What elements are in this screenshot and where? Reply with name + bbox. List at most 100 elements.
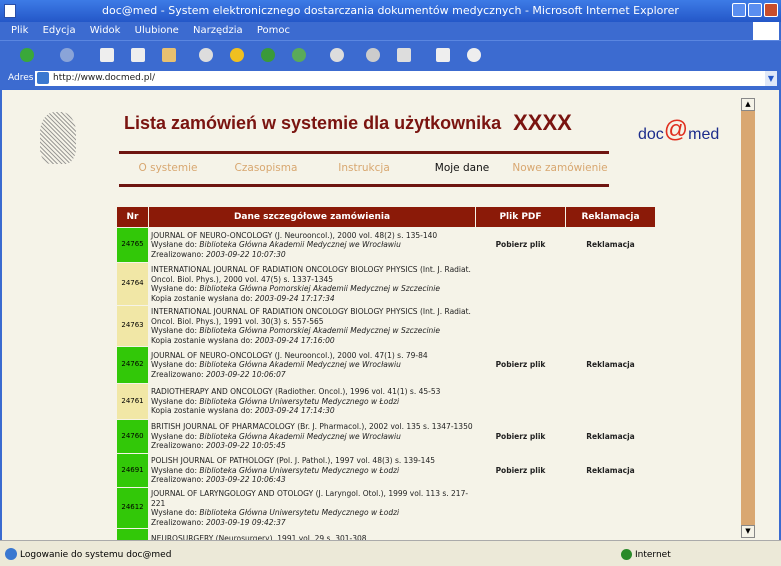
emblem-eagle-icon [40, 112, 76, 164]
print-icon[interactable] [366, 48, 380, 62]
complaint-link[interactable]: Reklamacja [586, 360, 635, 370]
header-pdf: Plik PDF [476, 207, 565, 227]
header-nr: Nr [117, 207, 148, 227]
sent-to: Biblioteka Główna Akademii Medycznej we … [199, 360, 401, 370]
download-pdf-link [476, 488, 565, 528]
order-number: 24612 [117, 488, 148, 528]
close-button[interactable] [764, 3, 778, 17]
orders-table: Nr Dane szczegółowe zamówienia Plik PDF … [116, 206, 656, 540]
menu-plik[interactable]: Plik [11, 25, 29, 36]
scroll-down-button[interactable]: ▼ [741, 525, 755, 538]
download-pdf-link [476, 263, 565, 305]
sent-to: Biblioteka Główna Uniwersytetu Medyczneg… [199, 508, 400, 517]
order-number [117, 529, 148, 540]
table-row: 24760 BRITISH JOURNAL OF PHARMACOLOGY (B… [117, 420, 655, 453]
sent-to: Biblioteka Główna Pomorskiej Akademii Me… [199, 284, 440, 293]
address-input[interactable]: http://www.docmed.pl/ [35, 71, 765, 86]
complaint-link [566, 384, 655, 419]
ie-page-icon [4, 4, 16, 18]
journal-citation: JOURNAL OF NEURO-ONCOLOGY (J. Neurooncol… [151, 230, 438, 240]
media-icon[interactable] [261, 48, 275, 62]
download-pdf-link[interactable]: Pobierz plik [495, 431, 546, 441]
journal-citation: INTERNATIONAL JOURNAL OF RADIATION ONCOL… [151, 265, 471, 284]
date: 2003-09-24 17:16:00 [254, 335, 335, 345]
order-details: RADIOTHERAPY AND ONCOLOGY (Radiother. On… [149, 384, 475, 419]
title-bar: doc@med - System elektronicznego dostarc… [0, 0, 781, 22]
download-pdf-link [476, 384, 565, 419]
back-icon[interactable] [20, 48, 34, 62]
table-row: 24764 INTERNATIONAL JOURNAL OF RADIATION… [117, 263, 655, 305]
complaint-link[interactable]: Reklamacja [586, 465, 635, 475]
page-icon [37, 72, 49, 84]
sent-to: Biblioteka Główna Akademii Medycznej we … [199, 431, 401, 441]
menu-widok[interactable]: Widok [89, 25, 121, 36]
mail-icon[interactable] [330, 48, 344, 62]
download-pdf-link[interactable]: Pobierz plik [495, 465, 546, 475]
sent-label: Wysłane do: [151, 360, 197, 370]
download-pdf-link [476, 529, 565, 540]
order-details: BRITISH JOURNAL OF PHARMACOLOGY (Br. J. … [149, 420, 475, 453]
download-pdf-link[interactable]: Pobierz plik [495, 240, 546, 250]
history-icon[interactable] [292, 48, 306, 62]
order-details: JOURNAL OF NEURO-ONCOLOGY (J. Neurooncol… [149, 228, 475, 262]
refresh-icon[interactable] [131, 48, 145, 62]
complaint-link [566, 306, 655, 346]
vertical-scrollbar[interactable]: ▲ ▼ [741, 98, 755, 538]
date-label: Zrealizowano: [151, 249, 204, 259]
nav-czasopisma[interactable]: Czasopisma [234, 162, 298, 174]
stop-icon[interactable] [100, 48, 114, 62]
edit-icon[interactable] [397, 48, 411, 62]
windows-logo-icon [753, 22, 779, 40]
scroll-up-button[interactable]: ▲ [741, 98, 755, 111]
discuss-icon[interactable] [436, 48, 450, 62]
complaint-link[interactable]: Reklamacja [586, 240, 635, 250]
menu-narzedzia[interactable]: Narzędzia [193, 25, 243, 36]
sent-to: Biblioteka Główna Uniwersytetu Medyczneg… [199, 465, 400, 475]
journal-citation: NEUROSURGERY (Neurosurgery), 1991 vol. 2… [151, 534, 367, 540]
forward-icon[interactable] [60, 48, 74, 62]
messenger-icon[interactable] [467, 48, 481, 62]
sent-to: Biblioteka Główna Uniwersytetu Medyczneg… [199, 396, 400, 406]
order-number: 24764 [117, 263, 148, 305]
date-label: Zrealizowano: [151, 369, 204, 379]
page-header: Lista zamówień w systemie dla użytkownik… [124, 110, 572, 136]
menu-bar: Plik Edycja Widok Ulubione Narzędzia Pom… [0, 22, 781, 40]
internet-zone-icon [621, 549, 632, 560]
date-label: Zrealizowano: [151, 441, 204, 451]
minimize-button[interactable] [732, 3, 746, 17]
order-number: 24765 [117, 228, 148, 262]
home-icon[interactable] [162, 48, 176, 62]
journal-citation: RADIOTHERAPY AND ONCOLOGY (Radiother. On… [151, 387, 441, 397]
date: 2003-09-22 10:06:43 [205, 475, 286, 485]
main-nav: O systemie Czasopisma Instrukcja Moje da… [119, 162, 609, 174]
complaint-link[interactable]: Reklamacja [586, 431, 635, 441]
favorites-icon[interactable] [230, 48, 244, 62]
menu-pomoc[interactable]: Pomoc [256, 25, 290, 36]
nav-o-systemie[interactable]: O systemie [138, 162, 198, 174]
download-pdf-link[interactable]: Pobierz plik [495, 360, 546, 370]
nav-moje-dane[interactable]: Moje dane [434, 162, 490, 174]
address-label: Adres [8, 73, 34, 83]
maximize-button[interactable] [748, 3, 762, 17]
date: 2003-09-22 10:06:07 [205, 369, 286, 379]
nav-nowe-zamowienie[interactable]: Nowe zamówienie [512, 162, 608, 174]
menu-ulubione[interactable]: Ulubione [134, 25, 179, 36]
sent-label: Wysłane do: [151, 465, 197, 475]
sent-label: Wysłane do: [151, 240, 197, 250]
date-label: Kopia zostanie wysłana do: [151, 335, 253, 345]
nav-divider-top [119, 151, 609, 154]
menu-edycja[interactable]: Edycja [42, 25, 76, 36]
complaint-link [566, 529, 655, 540]
search-icon[interactable] [199, 48, 213, 62]
address-dropdown-button[interactable]: ▼ [765, 71, 777, 86]
date-label: Zrealizowano: [151, 475, 204, 485]
journal-citation: JOURNAL OF LARYNGOLOGY AND OTOLOGY (J. L… [151, 489, 469, 508]
date: 2003-09-22 10:07:30 [205, 249, 286, 259]
nav-instrukcja[interactable]: Instrukcja [338, 162, 390, 174]
logo-at: @ [663, 116, 689, 143]
date-label: Zrealizowano: [151, 517, 204, 527]
sent-label: Wysłane do: [151, 284, 197, 293]
table-row: 24691 POLISH JOURNAL OF PATHOLOGY (Pol. … [117, 454, 655, 487]
status-bar: Logowanie do systemu doc@med Internet [0, 540, 781, 566]
date: 2003-09-24 17:14:30 [254, 406, 335, 416]
